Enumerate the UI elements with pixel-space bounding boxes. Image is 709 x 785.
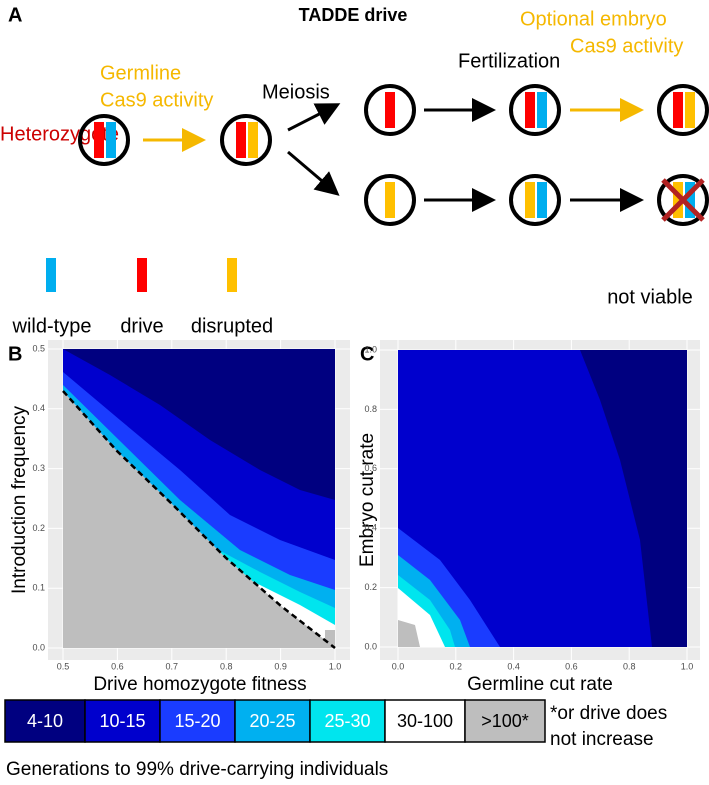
x-tick-label: 0.8 bbox=[623, 661, 636, 671]
color-swatch bbox=[309, 699, 386, 743]
allele-legend: wild-type drive disrupted bbox=[12, 258, 273, 337]
color-swatch bbox=[84, 699, 161, 743]
panel-letter: C bbox=[360, 343, 374, 365]
x-tick-label: 1.0 bbox=[681, 661, 694, 671]
y-tick-label: 0.1 bbox=[32, 583, 45, 593]
arrows bbox=[143, 98, 644, 212]
swatch-label: 10-15 bbox=[99, 711, 145, 731]
y-tick-label: 0.2 bbox=[32, 523, 45, 533]
x-tick-label: 0.5 bbox=[57, 661, 70, 671]
note: *or drive does bbox=[550, 703, 667, 724]
caption: Generations to 99% drive-carrying indivi… bbox=[6, 759, 388, 780]
y-tick-label: 0.0 bbox=[364, 641, 377, 651]
y-tick-label: 1.0 bbox=[364, 344, 377, 354]
panel-title: TADDE drive bbox=[299, 5, 408, 25]
label: Germline bbox=[100, 62, 181, 84]
color-swatch bbox=[464, 699, 546, 743]
note: not increase bbox=[550, 729, 654, 750]
cells bbox=[78, 84, 709, 226]
y-axis-label: Embryo cut rate bbox=[357, 433, 378, 567]
legend-label: drive bbox=[120, 315, 163, 337]
x-tick-label: 0.0 bbox=[392, 661, 405, 671]
x-tick-label: 0.6 bbox=[565, 661, 578, 671]
x-tick-label: 0.6 bbox=[111, 661, 124, 671]
panel-letter: B bbox=[8, 343, 22, 365]
x-tick-label: 0.2 bbox=[450, 661, 463, 671]
panel-letter: A bbox=[8, 4, 22, 26]
label: Cas9 activity bbox=[570, 35, 683, 57]
label: Cas9 activity bbox=[100, 89, 213, 111]
x-tick-label: 1.0 bbox=[329, 661, 342, 671]
label: Fertilization bbox=[458, 50, 560, 72]
legend-label: wild-type bbox=[12, 315, 92, 337]
color-swatch bbox=[159, 699, 236, 743]
x-axis-label: Germline cut rate bbox=[467, 674, 613, 695]
swatch-label: >100* bbox=[481, 711, 529, 731]
y-tick-label: 0.0 bbox=[32, 642, 45, 652]
color-swatch bbox=[4, 699, 86, 743]
heatmap bbox=[398, 350, 687, 647]
swatch-label: 30-100 bbox=[397, 711, 453, 731]
color-swatch bbox=[384, 699, 466, 743]
label: Optional embryo bbox=[520, 8, 667, 30]
y-tick-label: 0.6 bbox=[364, 463, 377, 473]
label: not viable bbox=[607, 286, 693, 308]
swatch-label: 4-10 bbox=[27, 711, 63, 731]
x-axis-label: Drive homozygote fitness bbox=[93, 674, 306, 695]
swatch-label: 15-20 bbox=[174, 711, 220, 731]
x-tick-label: 0.4 bbox=[507, 661, 520, 671]
y-axis-label: Introduction frequency bbox=[9, 406, 30, 595]
y-tick-label: 0.3 bbox=[32, 463, 45, 473]
heatmap bbox=[62, 349, 336, 649]
y-tick-label: 0.4 bbox=[364, 523, 377, 533]
swatch-label: 20-25 bbox=[249, 711, 295, 731]
legend-label: disrupted bbox=[191, 315, 273, 337]
x-tick-label: 0.8 bbox=[220, 661, 233, 671]
label: Meiosis bbox=[262, 81, 330, 103]
label: Heterozygote bbox=[0, 123, 119, 145]
x-tick-label: 0.9 bbox=[274, 661, 287, 671]
y-tick-label: 0.8 bbox=[364, 404, 377, 414]
chromosomes bbox=[94, 92, 705, 222]
swatch-label: 25-30 bbox=[324, 711, 370, 731]
y-tick-label: 0.5 bbox=[32, 343, 45, 353]
y-tick-label: 0.2 bbox=[364, 582, 377, 592]
colorbar: 4-10 10-15 15-20 20-25 25-30 30-100 >100* bbox=[4, 699, 546, 743]
x-tick-label: 0.7 bbox=[166, 661, 179, 671]
y-tick-label: 0.4 bbox=[32, 403, 45, 413]
